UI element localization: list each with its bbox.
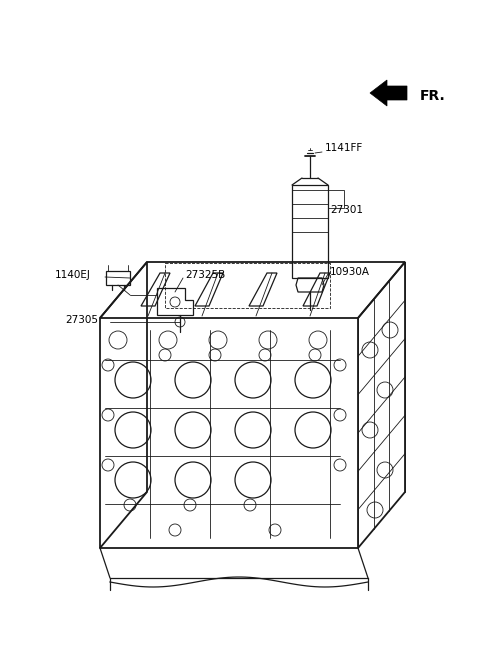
Text: 10930A: 10930A: [330, 267, 370, 277]
Text: 1140EJ: 1140EJ: [55, 270, 91, 280]
Text: 27325B: 27325B: [185, 270, 225, 280]
Polygon shape: [370, 80, 407, 106]
Text: FR.: FR.: [420, 89, 446, 103]
Text: 27301: 27301: [330, 205, 363, 215]
Text: 27305: 27305: [65, 315, 98, 325]
Text: 1141FF: 1141FF: [325, 143, 363, 153]
